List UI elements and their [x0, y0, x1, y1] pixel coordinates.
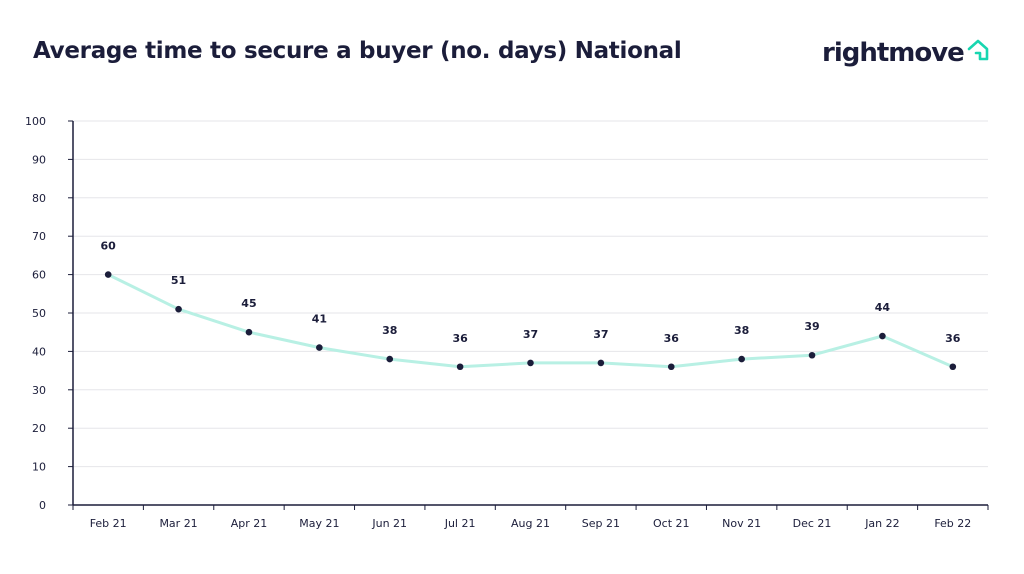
x-axis-ticks: Feb 21 Mar 21 Apr 21 May 21 Jun 21 Jul 21 Aug …	[90, 517, 972, 530]
x-tick-label: Apr 21	[231, 517, 268, 530]
y-tick-label: 60	[32, 269, 46, 282]
chart-title: Average time to secure a buyer (no. days…	[33, 38, 682, 64]
data-label: 38	[382, 324, 397, 337]
x-tick-label: Jul 21	[444, 517, 476, 530]
data-point	[597, 359, 605, 367]
series-line	[106, 273, 955, 369]
x-tick-label: Jun 21	[371, 517, 407, 530]
x-tick-label: Oct 21	[653, 517, 690, 530]
data-point	[456, 363, 464, 371]
data-point	[808, 351, 816, 359]
data-label: 37	[593, 328, 608, 341]
y-tick-label: 0	[39, 499, 46, 512]
data-points	[104, 271, 957, 371]
x-tick-label: Jan 22	[864, 517, 899, 530]
data-point	[738, 355, 745, 363]
data-label: 36	[945, 332, 961, 345]
y-tick-label: 90	[32, 153, 46, 166]
y-axis-ticks: 0 10 20 30 40 50 60 70 80 90 100	[25, 115, 46, 512]
data-label: 39	[804, 320, 819, 333]
series	[106, 273, 955, 369]
data-point	[316, 344, 323, 351]
y-tick-label: 50	[32, 307, 46, 320]
x-tick-label: Mar 21	[159, 517, 197, 530]
data-point	[104, 271, 112, 278]
data-label: 45	[241, 297, 256, 310]
y-tick-label: 80	[32, 192, 46, 205]
data-label: 60	[101, 240, 117, 253]
y-tick-label: 70	[32, 230, 46, 243]
data-label: 51	[171, 274, 186, 287]
x-tick-label: Feb 21	[90, 517, 127, 530]
data-point	[879, 332, 886, 340]
data-label: 41	[312, 313, 327, 326]
rightmove-logo: rightmove	[822, 36, 992, 76]
x-tick-label: Dec 21	[793, 517, 832, 530]
y-tick-label: 100	[25, 115, 46, 128]
y-tick-label: 40	[32, 345, 46, 358]
data-point	[667, 363, 675, 371]
x-tick-label: Aug 21	[511, 517, 550, 530]
y-tick-label: 30	[32, 384, 46, 397]
data-label: 38	[734, 324, 749, 337]
data-label: 37	[523, 328, 538, 341]
data-point	[527, 359, 534, 367]
y-tick-label: 20	[32, 422, 46, 435]
data-point	[386, 355, 394, 363]
data-point	[949, 363, 957, 371]
data-point	[245, 328, 253, 336]
house-icon	[967, 39, 989, 61]
axes	[68, 120, 989, 510]
y-tick-label: 10	[32, 461, 46, 474]
x-tick-label: Feb 22	[934, 517, 971, 530]
brand-wordmark: rightmove	[822, 38, 965, 68]
x-tick-label: Sep 21	[582, 517, 620, 530]
data-labels: 60 51 45 41 38 36 37 37 36 38 39 44 36	[101, 240, 961, 345]
x-tick-label: May 21	[299, 517, 339, 530]
data-point	[175, 305, 182, 313]
data-label: 44	[875, 301, 891, 314]
x-tick-label: Nov 21	[722, 517, 761, 530]
gridlines	[73, 120, 988, 468]
data-label: 36	[664, 332, 680, 345]
data-label: 36	[452, 332, 468, 345]
